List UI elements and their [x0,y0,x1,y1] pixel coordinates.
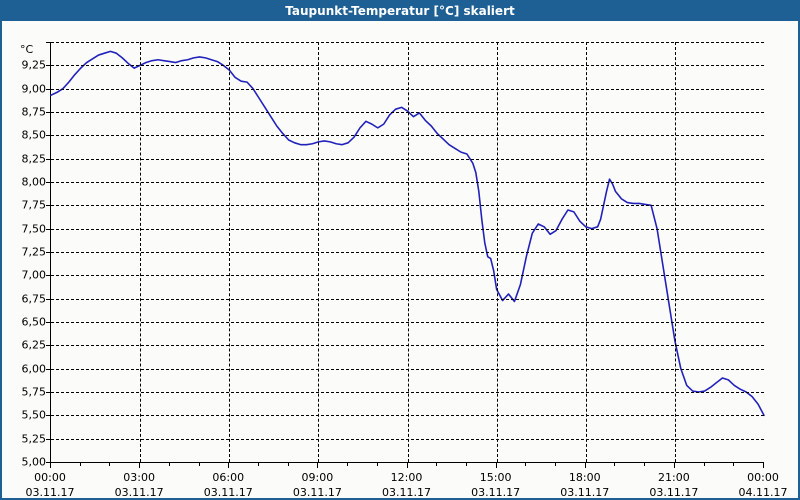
y-tick-mark [46,275,50,277]
x-tick-mark [555,462,557,466]
x-tick-label: 00:00 [34,471,66,484]
x-tick-mark [347,462,349,466]
y-tick-mark [46,298,50,300]
y-tick-mark [46,345,50,347]
y-tick-label: 6,50 [21,315,47,329]
y-tick-label: 9,25 [21,58,47,72]
y-tick-mark [46,462,50,463]
x-tick-mark [763,462,764,468]
y-tick-label: 8,50 [21,128,47,142]
y-tick-label: 8,25 [21,152,47,166]
y-tick-label: 7,50 [21,222,47,236]
x-tick-mark [317,462,319,468]
x-tick-label: 12:00 [390,471,423,484]
y-tick-mark [46,438,50,440]
x-tick-date: 03.11.17 [114,486,164,499]
y-tick-mark [46,228,50,230]
y-tick-label: 7,25 [21,245,47,259]
x-tick-mark [733,462,735,466]
y-tick-label: 5,25 [21,432,47,446]
y-tick-label: 8,00 [21,175,47,189]
y-tick-label: 5,00 [21,455,47,469]
y-tick-label: 7,75 [21,198,47,212]
x-tick-date: 04.11.17 [738,486,788,499]
y-tick-mark [46,392,50,393]
x-tick-mark [79,462,81,466]
y-tick-label: 5,50 [21,408,47,422]
x-tick-mark [228,462,230,468]
y-axis-unit-label: °C [20,43,34,56]
y-tick-mark [46,88,50,90]
y-tick-label: 6,25 [21,338,47,352]
y-tick-label: 8,75 [21,105,47,119]
x-tick-label: 15:00 [479,471,512,484]
y-tick-label: 9,00 [21,82,47,96]
x-tick-mark [50,462,51,468]
x-tick-mark [614,462,616,466]
y-tick-mark [46,112,50,113]
y-axis-labels: 5,00 5,25 5,50 5,75 6,00 6,25 6,50 6,75 7,00 7,25… [2,42,798,469]
x-tick-mark [287,462,289,466]
x-tick-label: 21:00 [658,471,690,484]
x-tick-mark [257,462,259,466]
x-tick-date: 03.11.17 [292,486,342,499]
x-tick-date: 03.11.17 [649,486,699,499]
x-tick-date: 03.11.17 [382,486,431,499]
x-tick-date: 03.11.17 [203,486,253,499]
x-tick-mark [703,462,705,466]
x-tick-label: 06:00 [212,471,245,484]
y-tick-mark [46,205,50,207]
y-tick-mark [46,65,50,67]
y-tick-mark [46,322,50,323]
y-tick-mark [46,252,50,253]
y-tick-mark [46,135,50,137]
y-tick-label: 5,75 [21,385,47,399]
x-tick-mark [376,462,378,466]
y-tick-mark [46,158,50,160]
y-tick-label: 6,75 [21,292,47,306]
x-tick-date: 03.11.17 [25,486,75,499]
x-tick-label: 18:00 [568,471,601,484]
y-tick-mark [46,182,50,183]
y-tick-mark [46,415,50,417]
x-tick-mark [436,462,438,466]
chart-canvas: °C 5,00 5,25 5,50 5,75 6,00 6,25 6,50 6,75 7,00 7… [2,21,798,499]
y-tick-label: 6,00 [21,362,47,376]
y-tick-mark [46,42,50,43]
y-tick-label: 7,00 [21,268,47,282]
window-title-bar: Taupunkt-Temperatur [°C] skaliert [2,2,798,21]
series-polyline [50,50,765,417]
y-tick-mark [46,368,50,370]
x-tick-date: 03.11.17 [560,486,610,499]
plot-area [50,42,765,463]
x-tick-mark [168,462,170,466]
x-tick-label: 09:00 [301,471,334,484]
x-tick-mark [465,462,467,466]
x-tick-mark [198,462,200,466]
x-tick-mark [495,462,497,468]
x-tick-label: 00:00 [747,471,779,484]
x-tick-mark [406,462,408,468]
series-line-taupunkt [50,50,765,417]
x-tick-label: 03:00 [123,471,155,484]
x-tick-date: 03.11.17 [471,486,521,499]
x-tick-mark [109,462,111,466]
x-tick-mark [525,462,527,466]
x-tick-mark [673,462,675,468]
x-tick-mark [584,462,586,468]
x-tick-mark [139,462,141,468]
x-tick-mark [644,462,646,466]
